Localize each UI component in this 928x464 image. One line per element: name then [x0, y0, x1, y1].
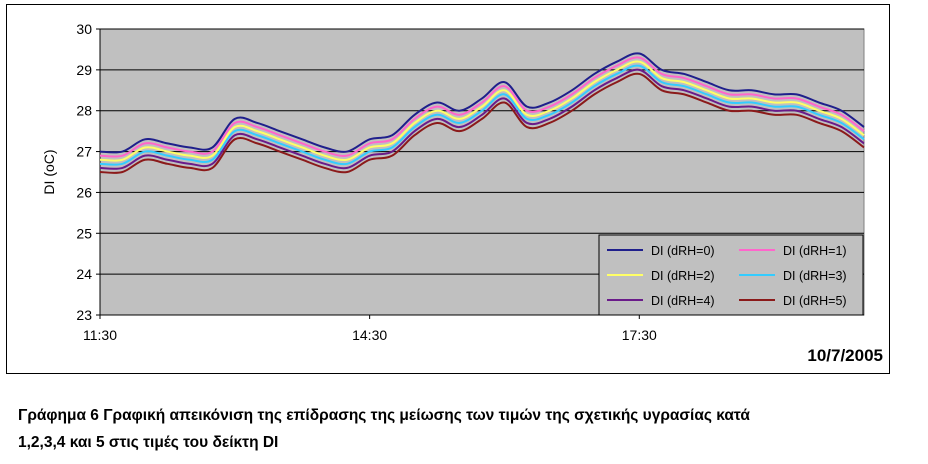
date-label: 10/7/2005: [807, 346, 883, 365]
chart-frame: 23 24 25 26 27 28 29 30 11:30 14:30 17:30 DI (oC) 10…: [6, 4, 890, 374]
legend-label-4: DI (dRH=4): [651, 294, 715, 308]
legend-label-2: DI (dRH=2): [651, 269, 715, 283]
legend-label-0: DI (dRH=0): [651, 244, 715, 258]
y-tick-label: 24: [76, 266, 92, 282]
y-tick-label: 28: [76, 103, 92, 119]
y-axis-label: DI (oC): [41, 149, 57, 194]
y-tick-label: 26: [76, 184, 92, 200]
legend-label-5: DI (dRH=5): [783, 294, 847, 308]
series-line-4: [99, 68, 865, 170]
y-tick-label: 30: [76, 21, 92, 37]
figure-caption: Γράφημα 6 Γραφική απεικόνιση της επίδρασ…: [18, 402, 918, 456]
series-line-5: [99, 72, 865, 174]
x-tick-label: 17:30: [622, 327, 657, 343]
caption-line-1: Γράφημα 6 Γραφική απεικόνιση της επίδρασ…: [18, 407, 750, 424]
legend-label-3: DI (dRH=3): [783, 269, 847, 283]
y-tick-label: 25: [76, 225, 92, 241]
series-line-2: [99, 60, 865, 162]
series-line-0: [99, 52, 865, 154]
y-tick-label: 27: [76, 144, 92, 160]
y-tick-label: 23: [76, 307, 92, 323]
x-tick-label: 14:30: [352, 327, 387, 343]
legend-label-1: DI (dRH=1): [783, 244, 847, 258]
y-tick-label: 29: [76, 62, 92, 78]
line-chart: 23 24 25 26 27 28 29 30 11:30 14:30 17:30 DI (oC) 10…: [41, 21, 883, 365]
series-line-1: [99, 56, 865, 158]
caption-line-2: 1,2,3,4 και 5 στις τιμές του δείκτη DI: [18, 434, 279, 451]
x-tick-label: 11:30: [83, 327, 117, 343]
series-line-3: [99, 64, 865, 166]
